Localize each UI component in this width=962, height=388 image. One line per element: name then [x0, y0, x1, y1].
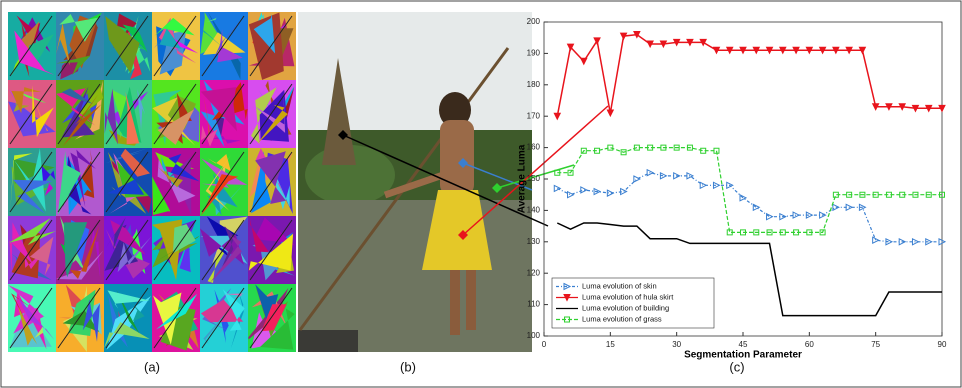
- y-tick-label: 150: [527, 174, 541, 183]
- boat: [298, 330, 358, 352]
- caption: (c): [729, 359, 744, 374]
- caption: (b): [400, 359, 416, 374]
- y-tick-label: 100: [527, 331, 541, 340]
- legend-label: Luma evolution of building: [582, 303, 669, 312]
- y-tick-label: 120: [527, 268, 541, 277]
- x-tick-label: 0: [542, 340, 547, 349]
- y-tick-label: 200: [527, 17, 541, 26]
- y-tick-label: 180: [527, 80, 541, 89]
- water: [298, 200, 532, 352]
- caption: (a): [144, 359, 160, 374]
- leg: [466, 270, 476, 330]
- y-tick-label: 190: [527, 49, 541, 58]
- legend: Luma evolution of skin Luma evolution of …: [552, 278, 714, 328]
- torso: [440, 120, 474, 195]
- x-tick-label: 15: [606, 340, 615, 349]
- x-tick-label: 45: [739, 340, 748, 349]
- y-tick-label: 110: [527, 300, 540, 309]
- y-axis-label: Average Luma: [517, 144, 528, 213]
- x-tick-label: 75: [871, 340, 880, 349]
- y-tick-label: 170: [527, 111, 541, 120]
- legend-label: Luma evolution of grass: [582, 314, 662, 323]
- x-tick-label: 90: [938, 340, 947, 349]
- y-tick-label: 140: [527, 206, 541, 215]
- y-tick-label: 130: [527, 237, 541, 246]
- legend-label: Luma evolution of hula skirt: [582, 292, 674, 301]
- x-tick-label: 30: [672, 340, 681, 349]
- figure: 100 110 120 130 140 150 160 170 180 190 200 0 15 30 45…: [0, 0, 962, 388]
- legend-label: Luma evolution of skin: [582, 281, 657, 290]
- y-tick-label: 160: [527, 143, 541, 152]
- segmentation-mosaic: [8, 12, 296, 352]
- x-tick-label: 60: [805, 340, 814, 349]
- leg: [450, 270, 460, 335]
